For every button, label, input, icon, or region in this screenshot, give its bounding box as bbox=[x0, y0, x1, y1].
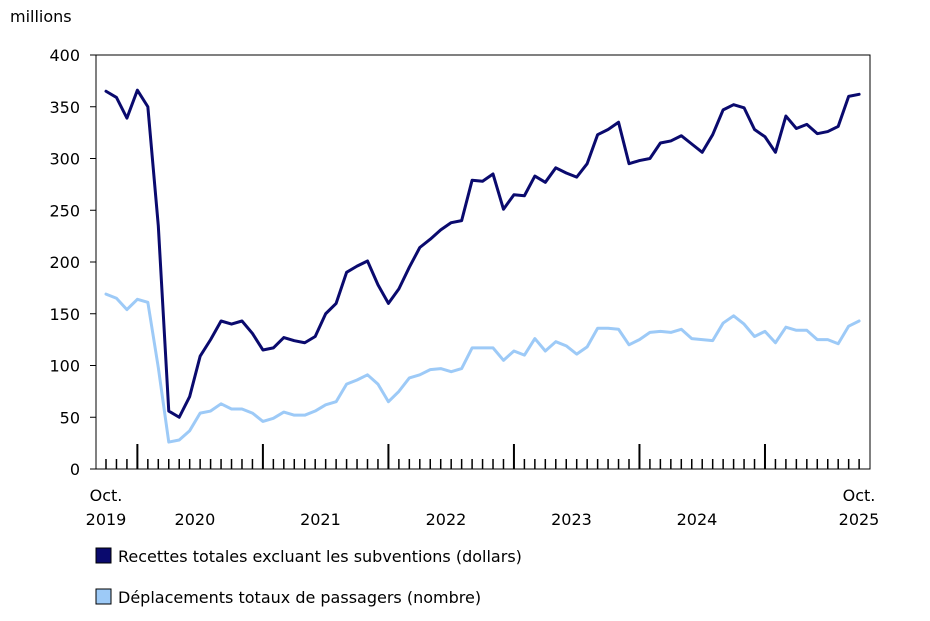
y-tick-label: 100 bbox=[49, 357, 80, 376]
legend: Recettes totales excluant les subvention… bbox=[95, 547, 522, 607]
y-axis-label: millions bbox=[10, 7, 72, 26]
plot-area bbox=[104, 88, 861, 444]
x-year-label-2022: 2022 bbox=[426, 510, 467, 529]
legend-swatch-passengers bbox=[95, 588, 112, 605]
x-axis: 2020 2021 2022 2023 2024 bbox=[105, 444, 860, 529]
legend-label-revenue: Recettes totales excluant les subvention… bbox=[118, 547, 522, 566]
legend-item-passengers: Déplacements totaux de passagers (nombre… bbox=[95, 588, 481, 607]
x-start-year-label: 2019 bbox=[86, 510, 127, 529]
series-line-passengers bbox=[104, 292, 861, 444]
series-line-revenue bbox=[104, 88, 861, 419]
y-tick-label: 150 bbox=[49, 305, 80, 324]
legend-swatch-revenue bbox=[95, 547, 112, 564]
y-tick-label: 50 bbox=[60, 408, 80, 427]
plot-frame bbox=[95, 54, 871, 470]
x-end-month-label: Oct. bbox=[843, 486, 876, 505]
y-tick-label: 0 bbox=[70, 460, 80, 479]
x-year-label-2021: 2021 bbox=[300, 510, 341, 529]
x-year-label-2023: 2023 bbox=[551, 510, 592, 529]
y-tick-label: 200 bbox=[49, 253, 80, 272]
y-axis: 0 50 100 150 200 250 300 350 400 bbox=[49, 46, 96, 479]
x-end-year-label: 2025 bbox=[839, 510, 880, 529]
y-tick-label: 400 bbox=[49, 46, 80, 65]
x-start-month-label: Oct. bbox=[90, 486, 123, 505]
y-tick-label: 250 bbox=[49, 201, 80, 220]
y-tick-label: 300 bbox=[49, 150, 80, 169]
x-year-label-2020: 2020 bbox=[175, 510, 216, 529]
x-year-label-2024: 2024 bbox=[677, 510, 718, 529]
x-endpoint-labels: Oct. 2019 Oct. 2025 bbox=[86, 486, 880, 529]
legend-item-revenue: Recettes totales excluant les subvention… bbox=[95, 547, 522, 566]
legend-label-passengers: Déplacements totaux de passagers (nombre… bbox=[118, 588, 481, 607]
y-tick-label: 350 bbox=[49, 98, 80, 117]
